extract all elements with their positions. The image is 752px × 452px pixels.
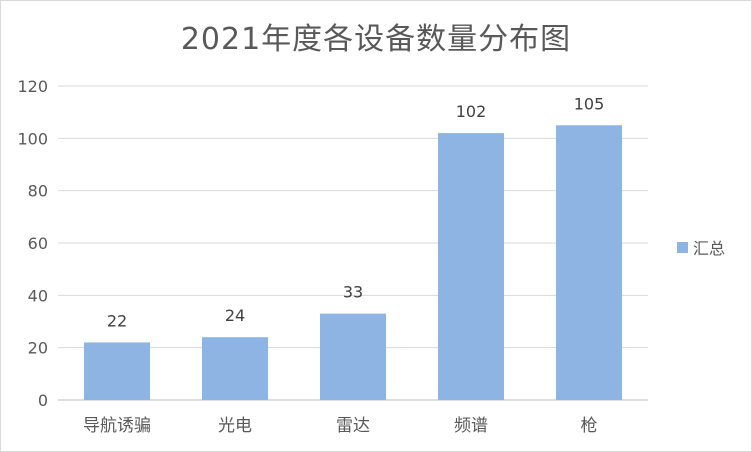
bars [83, 125, 623, 400]
bar [437, 133, 505, 400]
x-tick-label: 枪 [581, 416, 598, 436]
data-label: 22 [107, 311, 127, 330]
bar [555, 125, 623, 400]
legend-label: 汇总 [693, 239, 725, 258]
y-tick-label: 100 [17, 129, 48, 148]
bar [83, 342, 151, 400]
x-tick-label: 光电 [218, 416, 252, 436]
legend: 汇总 [677, 239, 725, 258]
y-tick-label: 60 [28, 234, 48, 253]
y-axis-ticks: 0 20 40 60 80 100 120 [17, 77, 48, 410]
bar [201, 337, 269, 400]
x-tick-label: 雷达 [336, 416, 370, 436]
x-tick-label: 导航诱骗 [83, 416, 151, 436]
x-axis-ticks: 导航诱骗 光电 雷达 频谱 枪 [83, 416, 598, 436]
data-labels: 22 24 33 102 105 [107, 94, 604, 330]
y-tick-label: 80 [28, 182, 48, 201]
y-tick-label: 20 [28, 339, 48, 358]
data-label: 33 [343, 283, 363, 302]
y-tick-label: 0 [38, 391, 48, 410]
data-label: 102 [456, 102, 487, 121]
bar [319, 313, 387, 400]
y-tick-label: 40 [28, 286, 48, 305]
y-tick-label: 120 [17, 77, 48, 96]
data-label: 24 [225, 306, 245, 325]
chart-title: 2021年度各设备数量分布图 [180, 22, 572, 57]
x-tick-label: 频谱 [454, 416, 488, 436]
legend-swatch [677, 242, 688, 253]
data-label: 105 [574, 94, 605, 113]
